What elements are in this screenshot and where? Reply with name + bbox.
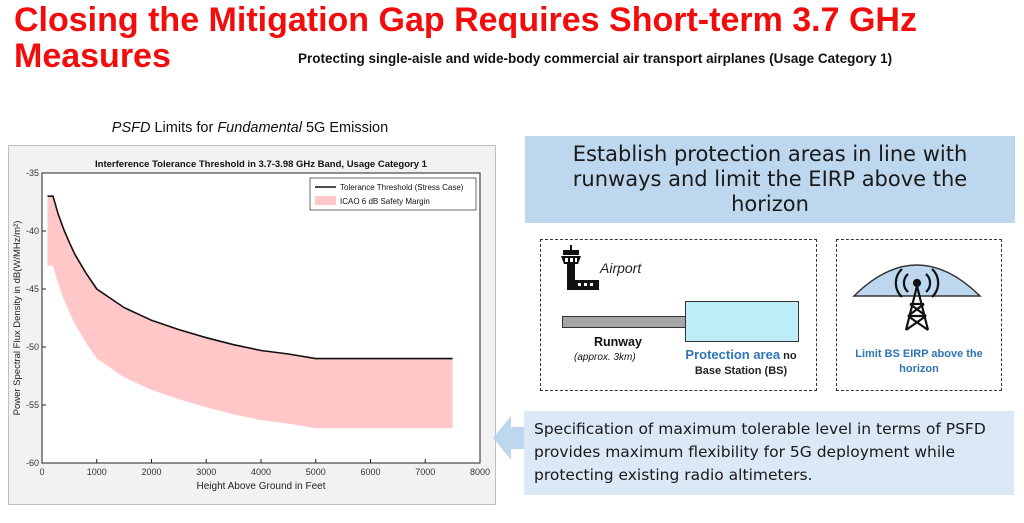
x-tick-label: 0 [39,467,44,477]
protection-areas-box: Establish protection areas in line with … [525,136,1015,223]
x-tick-label: 3000 [196,467,216,477]
psfd-chart: 0 1000 2000 3000 4000 5000 6000 7000 8000 -35 -40 -… [12,159,490,492]
y-tick-label: -35 [26,168,39,178]
cell-tower-icon [894,268,940,331]
x-tick-label: 2000 [141,467,161,477]
x-tick-label: 1000 [87,467,107,477]
caption-part-psfd: PSFD [111,120,151,136]
protection-area-label: Protection area no Base Station (BS) [671,347,811,379]
x-tick-label: 8000 [470,467,490,477]
y-tick-label: -50 [26,342,39,352]
slide-title: Closing the Mitigation Gap Requires Shor… [14,1,917,75]
x-axis-label: Height Above Ground in Feet [197,481,326,492]
legend-swatch-margin [315,196,336,205]
legend-label-threshold: Tolerance Threshold (Stress Case) [340,183,464,192]
runway-length-note: (approx. 3km) [574,352,636,363]
caption-part-emission: 5G Emission [301,120,389,136]
airport-tower-icon [561,245,599,290]
caption-part-limits: Limits for [150,120,218,136]
protection-area-suffix: no [780,350,797,362]
safety-margin-band [47,196,453,429]
y-tick-label: -55 [26,400,39,410]
legend-box [309,177,477,211]
psfd-specification-box: Specification of maximum tolerable level… [524,411,1014,495]
chart-caption: PSFD Limits for Fundamental 5G Emission [0,120,500,136]
protection-area-line2: Base Station (BS) [694,365,788,377]
x-tick-label: 6000 [360,467,380,477]
runway-label: Runway [594,335,642,349]
y-tick-label: -40 [26,226,39,236]
caption-part-fundamental: Fundamental [217,120,302,136]
protection-area-title: Protection area [685,347,781,362]
airport-diagram-frame [540,239,817,391]
left-arrow-icon [493,416,527,460]
y-axis-label: Power Spectral Flux Density in dB(W/MHz/… [12,221,23,416]
airport-label: Airport [600,260,642,276]
slide-subtitle: Protecting single-aisle and wide-body co… [298,51,893,66]
y-tick-label: -45 [26,284,39,294]
antenna-dome-icon [852,264,982,331]
runway-bar [562,316,688,328]
x-tick-label: 4000 [251,467,271,477]
chart-title: Interference Tolerance Threshold in 3.7-… [95,159,428,170]
eirp-label: Limit BS EIRP above the horizon [855,348,983,375]
protection-area-rect [685,301,799,342]
x-tick-label: 5000 [306,467,326,477]
tolerance-threshold-line [47,195,453,360]
eirp-diagram-frame [836,239,1002,391]
x-tick-label: 7000 [415,467,435,477]
legend-label-margin: ICAO 6 dB Safety Margin [340,197,430,206]
y-tick-label: -60 [26,458,39,468]
